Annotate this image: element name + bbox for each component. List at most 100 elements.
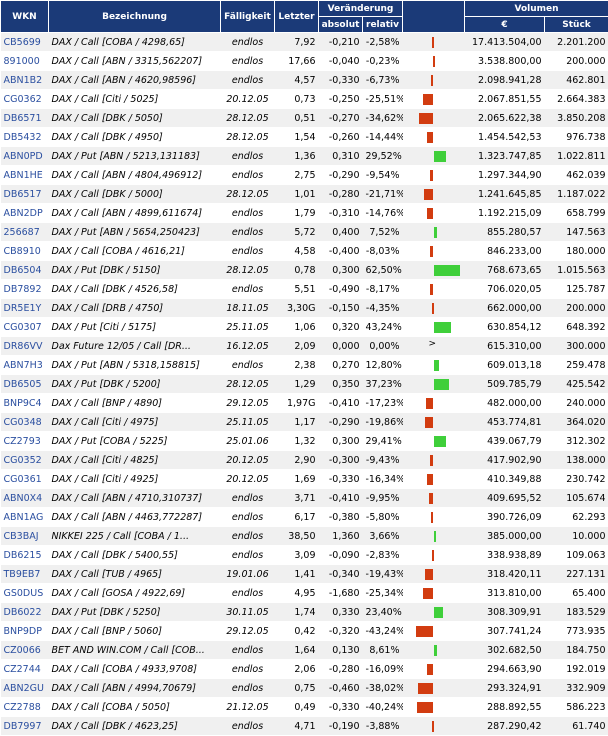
wkn-link[interactable]: 256687 <box>1 223 49 242</box>
negative-change-bar <box>417 702 434 713</box>
letzter-cell: 0,75 <box>275 679 319 698</box>
wkn-link[interactable]: CB8910 <box>1 242 49 261</box>
wkn-link[interactable]: CB5699 <box>1 33 49 52</box>
col-header-absolut[interactable]: absolut <box>319 17 363 33</box>
wkn-link[interactable]: DB6022 <box>1 603 49 622</box>
wkn-link[interactable]: DB6517 <box>1 185 49 204</box>
wkn-link[interactable]: CG0362 <box>1 90 49 109</box>
wkn-link[interactable]: ABN0PD <box>1 147 49 166</box>
wkn-link[interactable]: DB6571 <box>1 109 49 128</box>
wkn-link[interactable]: DB7892 <box>1 280 49 299</box>
wkn-link[interactable]: ABN7H3 <box>1 356 49 375</box>
wkn-link[interactable]: DB6215 <box>1 546 49 565</box>
col-header-bezeichnung[interactable]: Bezeichnung <box>49 1 221 33</box>
wkn-link[interactable]: ABN2GU <box>1 679 49 698</box>
wkn-link[interactable]: DB5432 <box>1 128 49 147</box>
wkn-link[interactable]: ABN1B2 <box>1 71 49 90</box>
absolut-cell: -0,290 <box>319 166 363 185</box>
col-header-stueck[interactable]: Stück <box>545 17 608 33</box>
faelligkeit-cell: endlos <box>221 223 275 242</box>
wkn-link[interactable]: CZ2793 <box>1 432 49 451</box>
col-header-letzter[interactable]: Letzter <box>275 1 319 33</box>
wkn-link[interactable]: ABN1HE <box>1 166 49 185</box>
wkn-link[interactable]: DR5E1Y <box>1 299 49 318</box>
wkn-link[interactable]: DB7997 <box>1 717 49 736</box>
wkn-link[interactable]: ABN0X4 <box>1 489 49 508</box>
wkn-link[interactable]: CZ2788 <box>1 698 49 717</box>
wkn-link[interactable]: CZ0066 <box>1 641 49 660</box>
wkn-link[interactable]: DB6504 <box>1 261 49 280</box>
bezeichnung-cell: Dax Future 12/05 / Call [DR... <box>49 337 221 356</box>
wkn-link[interactable]: 891000 <box>1 52 49 71</box>
wkn-link[interactable]: TB9EB7 <box>1 565 49 584</box>
bezeichnung-cell: DAX / Call [ABN / 4994,70679] <box>49 679 221 698</box>
change-bar-cell <box>403 280 465 299</box>
wkn-link[interactable]: DB6505 <box>1 375 49 394</box>
wkn-link[interactable]: CG0352 <box>1 451 49 470</box>
wkn-link[interactable]: BNP9C4 <box>1 394 49 413</box>
col-header-relativ[interactable]: relativ <box>363 17 403 33</box>
bezeichnung-cell: DAX / Put [DBK / 5250] <box>49 603 221 622</box>
positive-change-bar <box>434 645 438 656</box>
wkn-link[interactable]: CB3BAJ <box>1 527 49 546</box>
wkn-link[interactable]: BNP9DP <box>1 622 49 641</box>
absolut-cell: -0,460 <box>319 679 363 698</box>
wkn-link[interactable]: ABN1AG <box>1 508 49 527</box>
col-header-faelligkeit[interactable]: Fälligkeit <box>221 1 275 33</box>
change-bar-cell <box>403 166 465 185</box>
faelligkeit-cell: 25.11.05 <box>221 413 275 432</box>
bezeichnung-cell: DAX / Call [BNP / 5060] <box>49 622 221 641</box>
wkn-link[interactable]: CG0307 <box>1 318 49 337</box>
wkn-link[interactable]: CG0348 <box>1 413 49 432</box>
wkn-link[interactable]: CZ2744 <box>1 660 49 679</box>
negative-change-bar <box>425 417 433 428</box>
bezeichnung-cell: DAX / Put [ABN / 5654,250423] <box>49 223 221 242</box>
col-header-euro[interactable]: € <box>465 17 545 33</box>
volumen-euro-cell: 302.682,50 <box>465 641 545 660</box>
wkn-link[interactable]: GS0DUS <box>1 584 49 603</box>
wkn-link[interactable]: CG0361 <box>1 470 49 489</box>
wkn-link[interactable]: ABN2DP <box>1 204 49 223</box>
wkn-link[interactable]: DR86VV <box>1 337 49 356</box>
negative-change-bar <box>432 37 434 48</box>
col-header-wkn[interactable]: WKN <box>1 1 49 33</box>
volumen-euro-cell: 3.538.800,00 <box>465 52 545 71</box>
